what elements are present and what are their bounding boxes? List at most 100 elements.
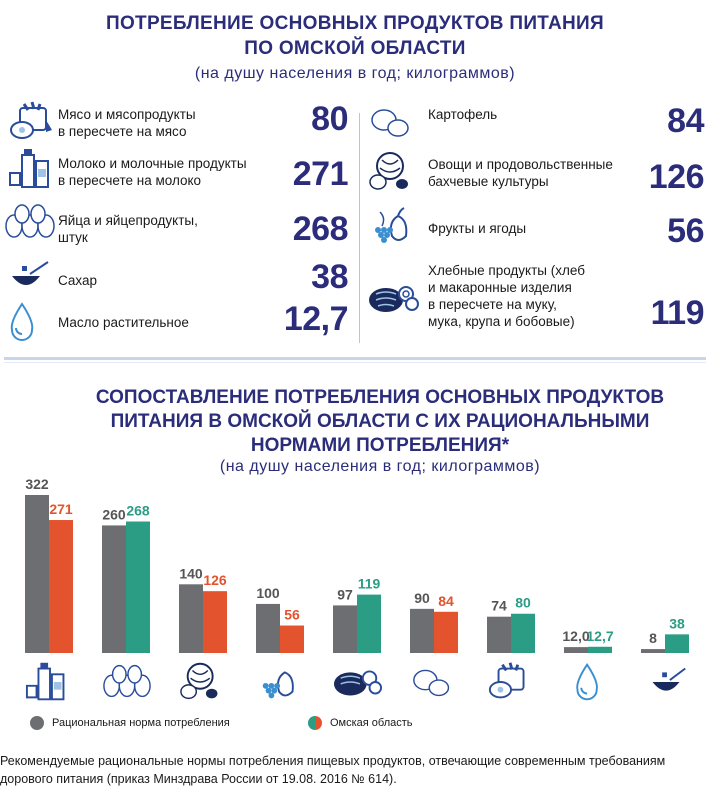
product-value: 268 — [292, 210, 349, 248]
bar-norm — [25, 495, 49, 653]
page-subtitle: (на душу населения в год; килограммов) — [194, 65, 516, 82]
product-value: 80 — [311, 100, 348, 138]
meat-icon — [487, 660, 537, 704]
product-value: 119 — [650, 294, 705, 332]
bar-norm-label: 12,0 — [562, 628, 589, 644]
sugar-icon — [12, 261, 49, 285]
product-bread: Хлебные продукты (хлеб и макаронные издел… — [368, 258, 705, 340]
bar-norm — [487, 616, 511, 653]
bar-norm-label: 260 — [102, 506, 126, 522]
eggs-icon — [102, 660, 152, 704]
product-label-line1: Масло растительное — [58, 315, 189, 330]
legend-norm-label: Рациональная норма потребления — [52, 716, 230, 729]
product-label-line4: мука, крупа и бобовые) — [428, 314, 575, 329]
page-title-line2: ПО ОМСКОЙ ОБЛАСТИ — [244, 38, 466, 59]
product-label-line2: в пересчете на мясо — [58, 124, 187, 139]
chart-subtitle: (на душу населения в год; килограммов) — [219, 458, 541, 475]
bar-norm-label: 74 — [491, 598, 507, 614]
product-label-line1: Фрукты и ягоды — [428, 221, 527, 236]
bar-norm — [564, 647, 588, 653]
bar-region — [357, 594, 381, 653]
bread-icon — [369, 286, 419, 312]
chart-title-line3: НОРМАМИ ПОТРЕБЛЕНИЯ* — [250, 435, 510, 456]
vegetables-icon — [369, 152, 408, 190]
bar-region — [280, 625, 304, 653]
product-label-line1: Хлебные продукты (хлеб — [428, 263, 585, 278]
product-label-line1: Сахар — [58, 273, 98, 288]
bar-norm-label: 97 — [337, 586, 353, 602]
column-divider — [359, 113, 360, 343]
bar-region — [665, 634, 689, 653]
product-oil: Масло растительное 12,7 — [8, 300, 349, 344]
footnote-line1: Рекомендуемые рациональные нормы потребл… — [0, 754, 666, 768]
chart-title-line1: СОПОСТАВЛЕНИЕ ПОТРЕБЛЕНИЯ ОСНОВНЫХ ПРОДУ… — [95, 387, 665, 408]
bar-region-label: 56 — [284, 607, 300, 623]
bar-region-label: 271 — [49, 501, 73, 517]
product-label-line2: в пересчете на молоко — [58, 173, 202, 188]
fruits-icon — [256, 660, 306, 704]
product-fruits: Фрукты и ягоды 56 — [368, 204, 704, 250]
bar-region-label: 126 — [203, 572, 227, 588]
bar-norm-label: 8 — [649, 630, 657, 646]
bar-norm — [641, 649, 665, 653]
product-eggs: Яйца и яйцепродукты, штук 268 — [4, 200, 349, 248]
vegetables-icon — [179, 660, 229, 704]
product-milk: Молоко и молочные продукты в пересчете на… — [8, 147, 349, 195]
bar-region-label: 268 — [126, 502, 150, 518]
section-divider-light — [4, 362, 706, 363]
product-label-line1: Молоко и молочные продукты — [58, 156, 247, 171]
legend-region-label: Омская область — [330, 716, 413, 729]
bar-norm — [333, 605, 357, 653]
bar-norm — [256, 603, 280, 653]
bar-norm-label: 140 — [179, 565, 203, 581]
bar-region — [511, 613, 535, 653]
legend-region: Омская область — [308, 716, 413, 730]
section-divider — [4, 357, 706, 360]
bar-norm — [410, 608, 434, 653]
product-label-line1: Овощи и продовольственные — [428, 157, 613, 172]
fruits-icon — [375, 207, 408, 243]
meat-icon — [10, 101, 52, 139]
product-value: 126 — [648, 158, 705, 196]
milk-icon — [25, 660, 75, 704]
footnote-line2: дорового питания (приказ Минздрава Росси… — [0, 772, 397, 786]
bar-region-label: 80 — [515, 595, 531, 611]
potato-icon — [410, 660, 460, 704]
product-sugar: Сахар 38 — [8, 256, 348, 300]
bar-norm — [179, 584, 203, 653]
legend-norm: Рациональная норма потребления — [30, 716, 230, 730]
product-meat: Мясо и мясопродукты в пересчете на мясо 8… — [8, 100, 348, 144]
potato-icon — [371, 109, 409, 137]
bar-norm — [102, 525, 126, 653]
bar-norm-label: 100 — [256, 585, 280, 601]
legend-region-swatch — [308, 716, 322, 730]
bar-region-label: 12,7 — [586, 628, 613, 644]
milk-icon — [9, 149, 49, 188]
product-value: 12,7 — [283, 300, 349, 338]
bar-region — [203, 591, 227, 653]
bar-region-label: 84 — [438, 593, 454, 609]
bread-icon — [333, 660, 383, 704]
product-label-line1: Яйца и яйцепродукты, — [58, 213, 198, 228]
oil-drop-icon — [564, 660, 614, 704]
eggs-icon — [5, 204, 55, 238]
chart-title-line2: ПИТАНИЯ В ОМСКОЙ ОБЛАСТИ С ИХ РАЦИОНАЛЬН… — [110, 411, 650, 432]
product-label-line2: бахчевые культуры — [428, 174, 549, 189]
product-label-line1: Мясо и мясопродукты — [58, 107, 196, 122]
product-label-line2: штук — [58, 230, 88, 245]
product-label-line2: и макаронные изделия — [428, 280, 572, 295]
product-vegetables: Овощи и продовольственные бахчевые культу… — [368, 150, 705, 198]
sugar-icon — [641, 660, 691, 704]
bar-region-label: 119 — [358, 576, 381, 592]
page-title-line1: ПОТРЕБЛЕНИЕ ОСНОВНЫХ ПРОДУКТОВ ПИТАНИЯ — [106, 13, 604, 34]
product-value: 38 — [311, 258, 348, 296]
bar-norm-label: 90 — [414, 590, 430, 606]
bar-region — [434, 611, 458, 653]
product-value: 271 — [292, 155, 349, 193]
bar-region-label: 38 — [669, 615, 685, 631]
bar-region — [588, 646, 612, 653]
bar-norm-label: 322 — [25, 476, 49, 492]
legend-norm-swatch — [30, 716, 44, 730]
footnote: Рекомендуемые рациональные нормы потребл… — [0, 752, 710, 788]
